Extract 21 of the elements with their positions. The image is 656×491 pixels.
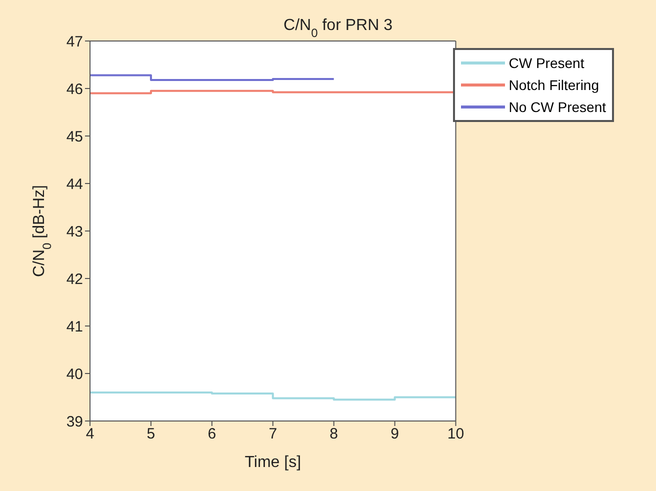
legend-label: No CW Present [508,98,606,117]
y-tick-label: 44 [66,176,83,193]
x-axis-title: Time [s] [244,454,302,471]
y-tick-label: 43 [66,223,83,240]
y-tick-label: 41 [66,318,83,336]
x-tick-label: 7 [268,426,278,443]
chart-title: C/N$_{0}$ for PRN 3 [284,17,393,40]
y-tick-label: 47 [66,33,83,50]
y-tick-label: 46 [66,80,83,98]
y-tick-label: 40 [66,366,83,383]
x-tick-label: 4 [86,426,94,443]
x-tick-label: 8 [330,426,338,443]
y-tick-label: 42 [66,270,83,288]
legend-label: Notch Filtering [508,76,600,95]
x-tick-label: 9 [390,426,399,443]
legend-label: CW Present [508,54,584,73]
y-tick-label: 45 [66,128,83,146]
x-tick-label: 6 [208,426,216,443]
y-tick-label: 39 [66,413,83,430]
x-tick-label: 5 [146,426,156,443]
x-tick-label: 10 [447,426,464,443]
